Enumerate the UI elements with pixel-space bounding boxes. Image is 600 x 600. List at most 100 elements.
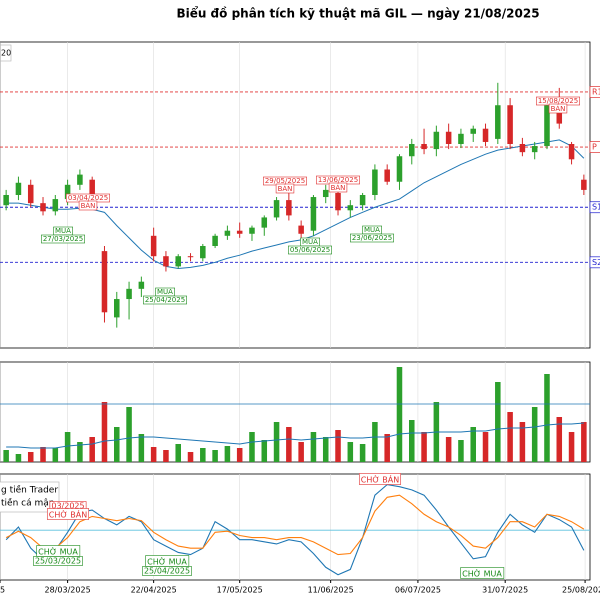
volume-bar <box>150 447 157 462</box>
candle-body <box>286 200 292 216</box>
signal-label: CHỜ BÁN <box>358 473 402 485</box>
signal-box <box>288 245 332 255</box>
level-label-box <box>589 141 600 153</box>
signal-label: CHỜ BÁN <box>49 509 87 520</box>
candle-body <box>310 197 317 231</box>
signal-box <box>358 473 402 485</box>
signal-box <box>143 295 187 305</box>
candle-body <box>347 205 354 211</box>
level-label: R1 <box>592 87 600 96</box>
signal-label: CHỜ BÁN <box>361 474 399 485</box>
ma-line <box>6 139 585 269</box>
signal-label: CHỜ MUA <box>460 567 505 579</box>
volume-bar <box>101 402 108 462</box>
candle-body <box>40 203 46 212</box>
volume-bar <box>3 450 9 462</box>
candle-body <box>138 281 145 289</box>
candle-body <box>273 200 280 218</box>
volume-bar <box>556 417 563 462</box>
signal-date: 23/06/2025 <box>352 234 392 242</box>
candle-body <box>27 184 34 204</box>
volume-bar <box>15 454 22 462</box>
volume-bar <box>212 450 218 462</box>
x-tick-label: 06/07/2025 <box>395 586 441 595</box>
panel-frame <box>0 361 591 463</box>
candle-body <box>421 144 427 150</box>
signal-label: BÁN <box>81 201 96 210</box>
signal-box <box>350 233 394 243</box>
volume-bar <box>347 442 354 462</box>
signal-label: MUA <box>55 227 71 235</box>
osc-line <box>5 484 585 576</box>
candle-body <box>531 146 538 153</box>
volume-bar <box>322 437 329 462</box>
volume-bar <box>519 422 526 462</box>
candle-body <box>396 156 403 182</box>
candle-body <box>482 128 489 142</box>
volume-bar <box>298 442 304 462</box>
volume-bar <box>187 452 194 462</box>
candle-body <box>507 105 513 144</box>
candle-body <box>3 195 9 206</box>
signal-label: MUA <box>302 238 318 246</box>
signal-date: 03/04/2025 <box>68 194 108 202</box>
legend-label: 20 <box>1 49 11 58</box>
x-tick-label: 11/06/2025 <box>308 586 354 595</box>
candle-body <box>495 105 501 139</box>
volume-bar <box>384 434 390 462</box>
signal-box <box>275 183 295 194</box>
candle-body <box>236 230 243 234</box>
candle-body <box>114 299 120 318</box>
candle-body <box>150 235 157 257</box>
candle-body <box>445 131 452 144</box>
volume-bar <box>396 367 403 462</box>
signal-label: BÁN <box>551 104 566 113</box>
candle-body <box>470 128 476 134</box>
volume-bar <box>335 430 341 462</box>
signal-label: CHỜ MUA <box>462 568 502 579</box>
x-tick-label: 25/08/2025 <box>562 586 600 595</box>
volume-bar <box>27 452 34 462</box>
signal-box <box>142 566 192 576</box>
candle-body <box>89 179 95 195</box>
legend-label: tiền cá mập <box>1 498 55 509</box>
volume-ma-line <box>6 422 584 449</box>
level-label: S1 <box>592 203 600 212</box>
legend-box <box>0 44 12 62</box>
candle-body <box>458 133 464 144</box>
volume-bar <box>310 432 317 462</box>
volume-bar <box>470 427 476 462</box>
volume-bar <box>372 422 378 462</box>
signal-label: BÁN <box>331 183 346 192</box>
x-tick-label: 17/05/2025 <box>217 586 263 595</box>
signal-box <box>41 234 85 244</box>
volume-bar <box>114 427 120 462</box>
signal-box <box>46 508 90 520</box>
legend-box <box>0 481 60 513</box>
signal-date: 15/08/2025 <box>538 97 578 105</box>
signal-date: 25/04/2025 <box>144 567 190 576</box>
level-label-box <box>589 86 600 98</box>
signal-label: BÁN <box>278 184 293 193</box>
signal-date: 27/03/2025 <box>43 235 83 243</box>
signal-box <box>328 182 348 193</box>
candle-body <box>544 105 550 147</box>
volume-bar <box>507 412 513 462</box>
candle-body <box>212 235 218 246</box>
volume-bar <box>89 437 95 462</box>
volume-bar <box>236 448 243 462</box>
candle-body <box>581 179 587 190</box>
signal-label: MUA <box>364 226 380 234</box>
candle-body <box>384 169 390 182</box>
volume-bar <box>421 432 427 462</box>
candle-body <box>519 144 526 153</box>
x-tick-label: 25 <box>0 586 5 595</box>
osc-line <box>5 494 585 556</box>
volume-bar <box>224 446 231 462</box>
